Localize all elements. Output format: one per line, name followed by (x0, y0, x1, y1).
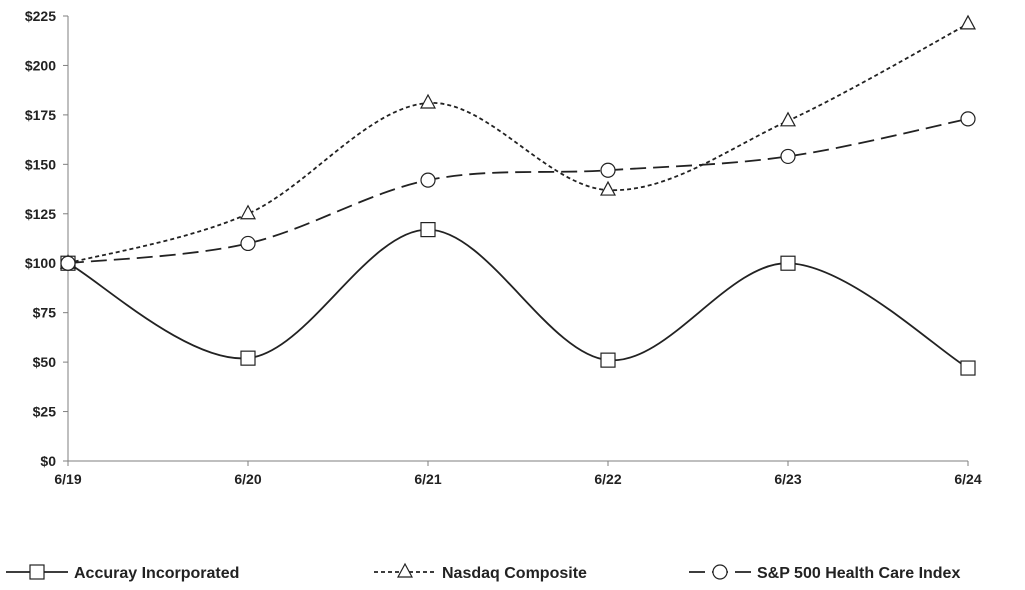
legend-square-marker (29, 564, 45, 580)
series-line-2 (67, 117, 969, 265)
y-tick-label: $0 (40, 453, 56, 469)
x-tick-label: 6/24 (954, 471, 981, 487)
circle-data-point (600, 162, 616, 178)
y-tick-label: $225 (25, 8, 56, 24)
circle-data-point (780, 148, 796, 165)
legend-item-1: Nasdaq Composite (374, 562, 587, 582)
legend-triangle-marker (396, 562, 414, 578)
square-data-point (240, 350, 256, 366)
y-tick-labels: $0 $25 $50 $75 $100 $125 $150 $175 $200 $225 (25, 8, 56, 469)
y-tick-label: $150 (25, 156, 56, 172)
circle-data-point (240, 235, 256, 252)
x-tick-label: 6/19 (54, 471, 81, 487)
circle-data-point (60, 255, 76, 271)
legend-label: Accuray Incorporated (74, 565, 239, 582)
square-data-point (600, 352, 616, 368)
legend-item-2: S&P 500 Health Care Index (689, 564, 960, 582)
y-tick-label: $175 (25, 107, 56, 123)
x-tick-label: 6/22 (594, 471, 621, 487)
y-tick-label: $25 (33, 404, 57, 420)
y-tick-label: $125 (25, 206, 56, 222)
triangle-data-point (599, 180, 617, 196)
circle-data-point (420, 172, 436, 188)
y-tick-label: $50 (33, 354, 57, 370)
legend-label: S&P 500 Health Care Index (757, 565, 960, 582)
chart-legend: Accuray Incorporated Nasdaq Composite S&P … (6, 562, 960, 582)
triangle-data-point (959, 14, 977, 30)
triangle-data-point (239, 204, 257, 220)
legend-label: Nasdaq Composite (442, 565, 587, 582)
x-tick-labels: 6/19 6/20 6/21 6/22 6/23 6/24 (54, 471, 981, 487)
x-tick-label: 6/21 (414, 471, 441, 487)
y-tick-label: $75 (33, 305, 57, 321)
legend-item-0: Accuray Incorporated (6, 564, 239, 582)
x-tick-label: 6/23 (774, 471, 801, 487)
series-markers (59, 14, 977, 376)
square-data-point (780, 255, 796, 271)
legend-circle-marker (712, 564, 728, 580)
square-data-point (960, 360, 976, 376)
series-line-0 (67, 228, 969, 369)
y-tick-label: $200 (25, 57, 56, 73)
triangle-data-point (779, 111, 797, 127)
chart-axes (63, 15, 969, 466)
circle-data-point (960, 111, 976, 127)
x-tick-label: 6/20 (234, 471, 261, 487)
square-data-point (420, 222, 436, 238)
triangle-data-point (419, 93, 437, 109)
y-tick-label: $100 (25, 255, 56, 271)
series-line-1 (67, 23, 969, 265)
series-lines (67, 23, 969, 369)
